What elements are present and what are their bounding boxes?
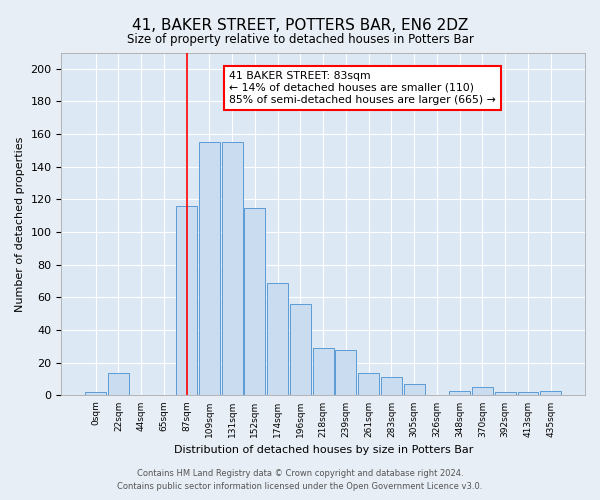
Bar <box>313 348 334 396</box>
Bar <box>85 392 106 396</box>
X-axis label: Distribution of detached houses by size in Potters Bar: Distribution of detached houses by size … <box>173 445 473 455</box>
Bar <box>449 390 470 396</box>
Text: Size of property relative to detached houses in Potters Bar: Size of property relative to detached ho… <box>127 32 473 46</box>
Bar <box>518 392 538 396</box>
Bar <box>244 208 265 396</box>
Y-axis label: Number of detached properties: Number of detached properties <box>15 136 25 312</box>
Text: Contains HM Land Registry data © Crown copyright and database right 2024.
Contai: Contains HM Land Registry data © Crown c… <box>118 469 482 491</box>
Bar <box>222 142 242 396</box>
Bar <box>176 206 197 396</box>
Bar <box>335 350 356 396</box>
Bar <box>495 392 515 396</box>
Bar <box>472 388 493 396</box>
Text: 41, BAKER STREET, POTTERS BAR, EN6 2DZ: 41, BAKER STREET, POTTERS BAR, EN6 2DZ <box>132 18 468 32</box>
Bar <box>404 384 425 396</box>
Bar <box>290 304 311 396</box>
Bar <box>540 390 561 396</box>
Bar <box>108 372 129 396</box>
Bar <box>381 378 402 396</box>
Text: 41 BAKER STREET: 83sqm
← 14% of detached houses are smaller (110)
85% of semi-de: 41 BAKER STREET: 83sqm ← 14% of detached… <box>229 72 496 104</box>
Bar <box>199 142 220 396</box>
Bar <box>267 283 288 396</box>
Bar <box>358 372 379 396</box>
